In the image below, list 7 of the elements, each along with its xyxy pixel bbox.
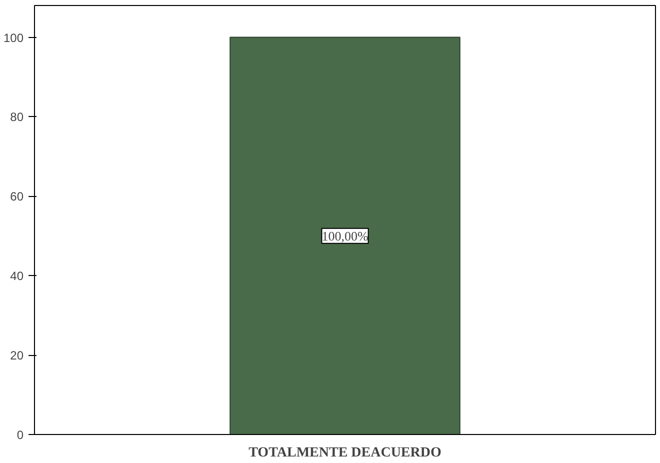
y-tick-label: 0 [16,428,24,442]
y-tick-label: 100 [3,30,24,45]
y-tick-label: 60 [10,190,24,204]
y-tick-label: 20 [10,348,24,363]
y-tick-label: 40 [10,269,24,284]
y-tick-label: 80 [10,110,24,124]
x-tick-label: TOTALMENTE DEACUERDO [248,446,442,460]
